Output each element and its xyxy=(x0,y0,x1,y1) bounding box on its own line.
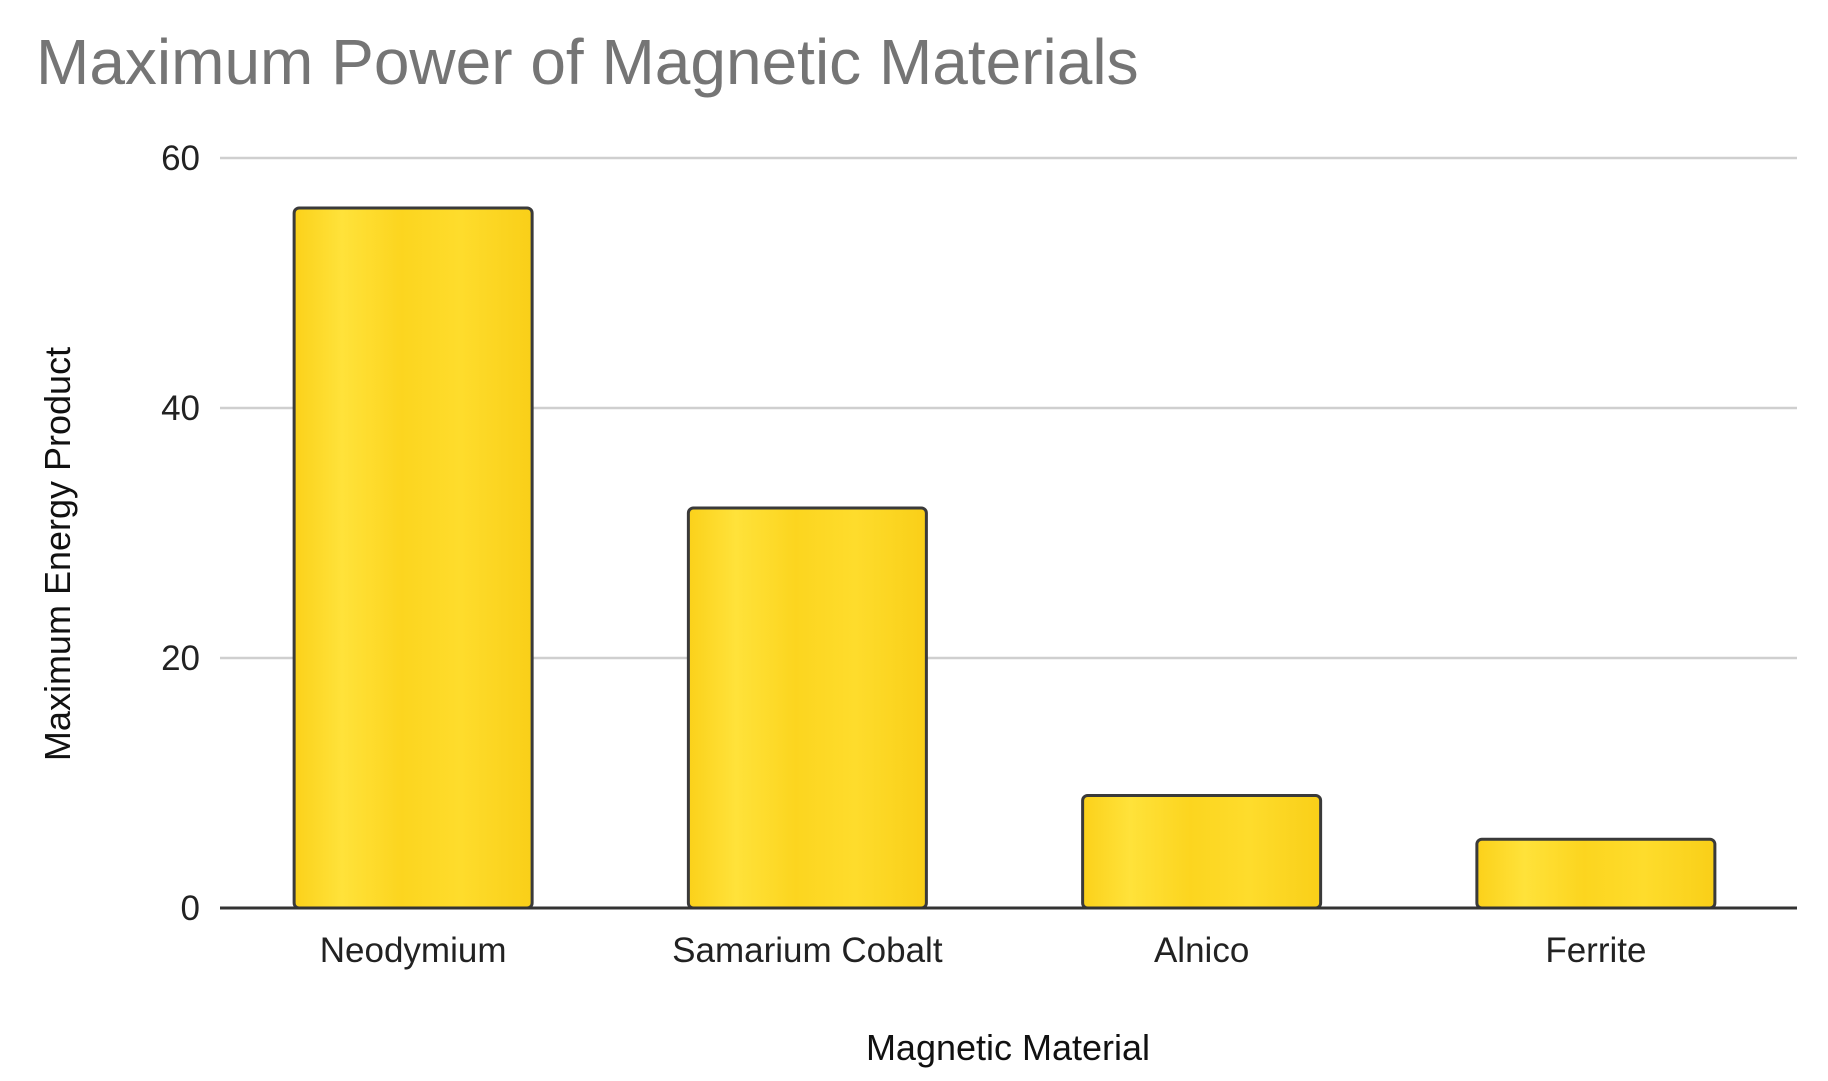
y-tick-label: 0 xyxy=(181,889,200,928)
x-axis-ticks: Neodymium Samarium Cobalt Alnico Ferrite xyxy=(320,931,1647,970)
bar-ferrite xyxy=(1475,837,1717,910)
x-tick-label: Neodymium xyxy=(320,931,507,970)
bar-neodymium xyxy=(292,206,534,910)
chart-title: Maximum Power of Magnetic Materials xyxy=(36,26,1139,98)
y-axis-ticks: 0 20 40 60 xyxy=(161,139,200,928)
x-tick-label: Alnico xyxy=(1154,931,1249,970)
bar-alnico xyxy=(1081,794,1323,910)
y-tick-label: 40 xyxy=(161,389,200,428)
y-axis-title: Maximum Energy Product xyxy=(37,347,78,761)
bar-samarium-cobalt xyxy=(686,506,928,910)
y-tick-label: 20 xyxy=(161,639,200,678)
x-tick-label: Ferrite xyxy=(1545,931,1646,970)
x-tick-label: Samarium Cobalt xyxy=(672,931,943,970)
bars xyxy=(292,206,1717,910)
x-axis-title: Magnetic Material xyxy=(866,1027,1150,1068)
y-tick-label: 60 xyxy=(161,139,200,178)
